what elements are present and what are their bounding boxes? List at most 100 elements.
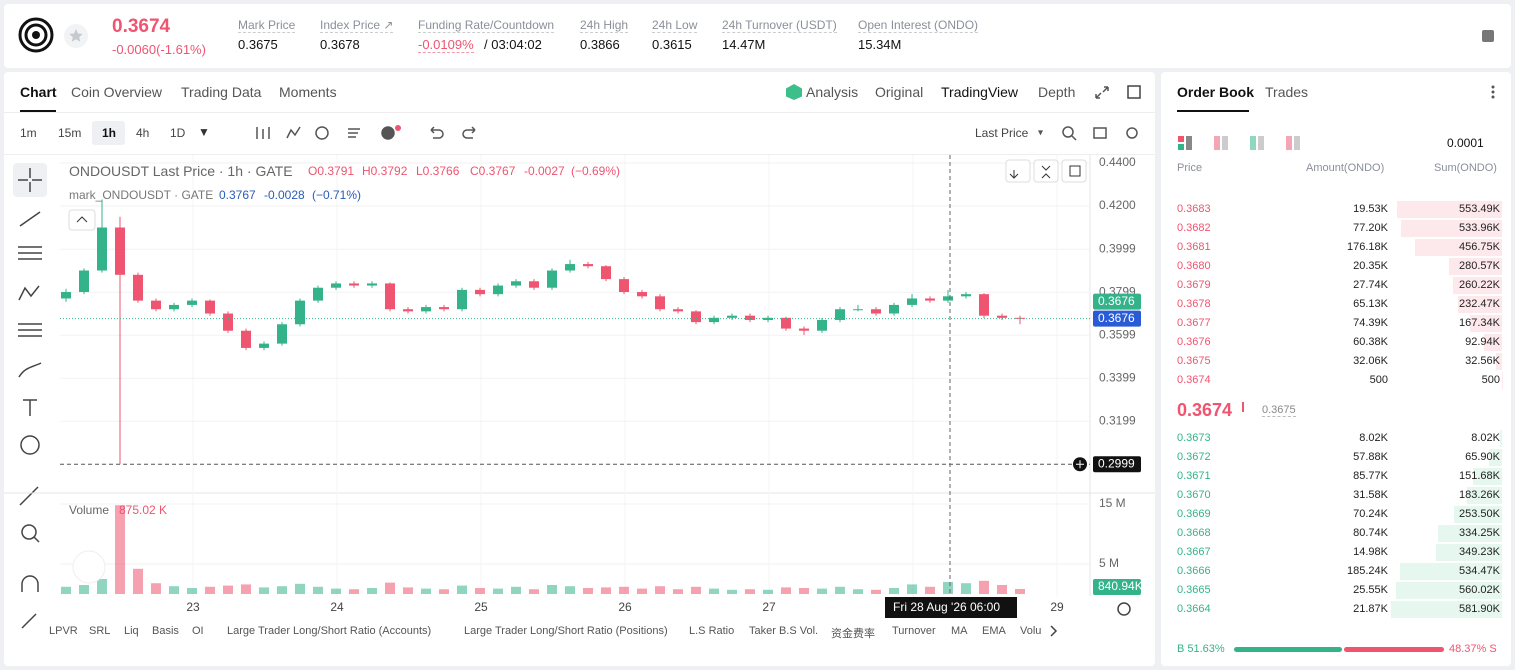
ob-sum: 456.75K	[1459, 241, 1500, 253]
interval[interactable]: 1D	[170, 126, 186, 140]
volume-bar	[313, 586, 323, 594]
level-badge-bg	[1093, 456, 1141, 473]
interval[interactable]: 4h	[136, 126, 150, 140]
interval[interactable]: 1h	[102, 126, 117, 140]
volume-bar	[151, 583, 161, 594]
interval[interactable]: 1m	[20, 126, 37, 140]
ob-tab[interactable]: Order Book	[1177, 84, 1255, 100]
indicator[interactable]: OI	[192, 625, 204, 637]
indicator[interactable]: Large Trader Long/Short Ratio (Accounts)	[227, 625, 432, 637]
indicator[interactable]: Turnover	[892, 625, 936, 637]
candle-body	[403, 309, 413, 312]
chart-tab[interactable]: Moments	[279, 84, 337, 100]
divider	[4, 154, 1155, 155]
analysis-icon	[786, 84, 802, 100]
stat-value: -0.0109%	[418, 37, 474, 53]
volume-bar	[169, 586, 179, 594]
toolbar-icons[interactable]: ▼ ▾	[195, 124, 1145, 142]
indicator[interactable]: Volu	[1020, 625, 1042, 637]
volume-bar	[961, 583, 971, 594]
ob-amount: 57.88K	[1353, 451, 1388, 463]
volume-bar	[709, 588, 719, 594]
indicator[interactable]: Liq	[124, 625, 139, 637]
chart: 23 24 25 26 27 290.44000.42000.39990.37990.35…	[4, 155, 1155, 618]
indicator[interactable]: Taker B.S Vol.	[749, 625, 819, 637]
x-tick-label: 25	[474, 600, 488, 614]
view-tab[interactable]: Depth	[1038, 84, 1076, 100]
mid-price: 0.3674	[1177, 400, 1233, 420]
book-icon[interactable]	[1480, 28, 1496, 44]
svg-text:▾: ▾	[1038, 128, 1043, 139]
book-view-icons[interactable]	[1176, 135, 1306, 151]
interval[interactable]: 15m	[58, 126, 82, 140]
view-tab[interactable]: Original	[875, 84, 924, 100]
panel-icons[interactable]	[1093, 84, 1153, 102]
more-arrow[interactable]	[1045, 622, 1065, 640]
volume-value: 875.02 K	[119, 503, 168, 517]
chart-tab[interactable]: Chart	[20, 84, 57, 100]
depth-bar	[1500, 430, 1502, 447]
volume-bar	[799, 588, 809, 594]
precision[interactable]: 0.0001	[1447, 136, 1484, 150]
ob-sum: 65.90K	[1465, 451, 1500, 463]
ob-tab[interactable]: Trades	[1265, 84, 1309, 100]
chart-tab[interactable]: Coin Overview	[71, 84, 163, 100]
legend-l: L0.3766	[416, 164, 460, 178]
volume-bar	[475, 588, 485, 594]
drawing-tools[interactable]	[10, 160, 52, 635]
mark-price-badge-bg	[1093, 310, 1141, 327]
chart-button[interactable]	[1005, 159, 1031, 183]
ob-sum: 560.02K	[1459, 584, 1500, 596]
candle-body	[547, 270, 557, 288]
depth-bar	[1457, 296, 1502, 313]
ob-price: 0.3679	[1177, 279, 1211, 291]
svg-text:▼: ▼	[198, 125, 210, 139]
indicator[interactable]: EMA	[982, 625, 1006, 637]
volume-bar	[367, 588, 377, 594]
legend-mark-chg: -0.0028	[264, 188, 305, 202]
indicator[interactable]: MA	[951, 625, 968, 637]
ob-price: 0.3666	[1177, 565, 1211, 577]
ob-price: 0.3667	[1177, 546, 1211, 558]
indicator[interactable]: SRL	[89, 625, 111, 637]
indicator[interactable]: 资金费率	[831, 628, 875, 640]
chart-button[interactable]	[1033, 159, 1059, 183]
chart-button[interactable]	[1061, 159, 1087, 183]
candle-body	[97, 227, 107, 271]
volume-bar	[61, 586, 71, 594]
candle-body	[781, 317, 791, 329]
indicator[interactable]: Large Trader Long/Short Ratio (Positions…	[464, 625, 668, 637]
candle-body	[421, 307, 431, 312]
view-tab[interactable]: Analysis	[806, 84, 859, 100]
stat-value: 0.3675	[238, 37, 278, 52]
indicator[interactable]: L.S Ratio	[689, 625, 735, 637]
candle-body	[331, 283, 341, 288]
ob-sum: 32.56K	[1465, 355, 1500, 367]
menu-dots[interactable]	[1488, 84, 1498, 100]
candle-body	[205, 300, 215, 314]
candle-body	[493, 285, 503, 295]
collapse-button[interactable]	[68, 209, 96, 231]
indicator[interactable]: LPVR	[49, 625, 78, 637]
ob-price: 0.3675	[1177, 355, 1211, 367]
ob-price: 0.3671	[1177, 470, 1211, 482]
crosshair-label-bg	[885, 597, 1017, 618]
favorite-star[interactable]	[64, 24, 88, 48]
view-tab[interactable]: TradingView	[941, 84, 1019, 100]
buy-ratio: B 51.63%	[1177, 643, 1225, 655]
ob-amount: 176.18K	[1347, 241, 1388, 253]
interval-selected	[92, 121, 125, 145]
volume-bar	[241, 584, 251, 594]
ob-amount: 32.06K	[1353, 355, 1388, 367]
ob-price: 0.3670	[1177, 489, 1211, 501]
depth-bar	[1438, 525, 1502, 542]
ob-amount: 25.55K	[1353, 584, 1388, 596]
depth-bar	[1467, 487, 1502, 504]
candle-body	[853, 309, 863, 311]
ob-sum: 8.02K	[1471, 432, 1500, 444]
indicator[interactable]: Basis	[152, 625, 179, 637]
price-source[interactable]: Last Price	[975, 126, 1029, 140]
candle-body	[79, 270, 89, 293]
chart-tab[interactable]: Trading Data	[181, 84, 262, 100]
ob-amount: 20.35K	[1353, 260, 1388, 272]
